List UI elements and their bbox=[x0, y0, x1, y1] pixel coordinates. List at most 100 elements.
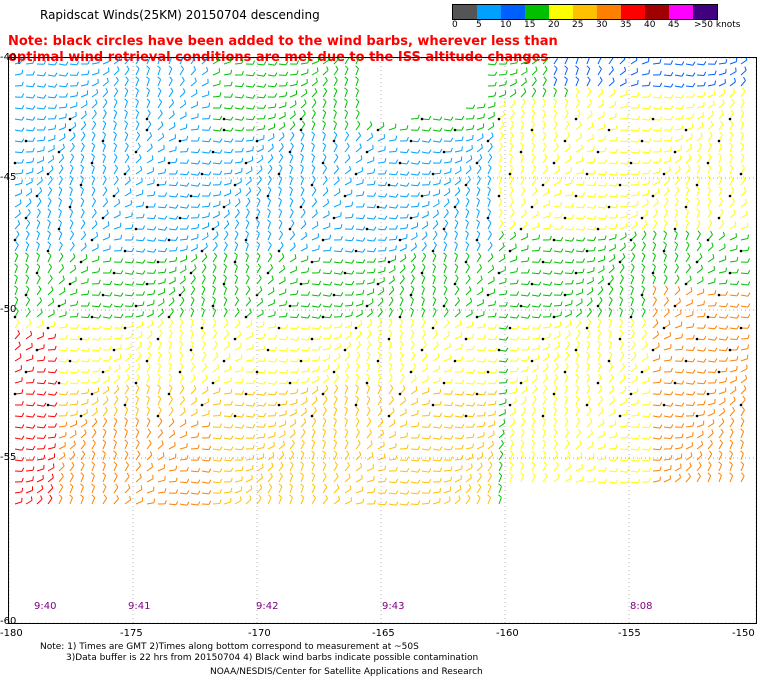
wind-barb-flag bbox=[173, 286, 176, 292]
wind-barb-flag bbox=[428, 399, 430, 404]
wind-barb-flag bbox=[461, 367, 464, 373]
wind-barb-flag bbox=[61, 263, 65, 269]
wind-barb-flag bbox=[357, 439, 361, 444]
wind-barb-flag bbox=[351, 280, 355, 285]
wind-barb-flag bbox=[736, 280, 740, 285]
wind-barb bbox=[124, 145, 129, 153]
wind-barb-flag bbox=[743, 385, 747, 390]
wind-barb bbox=[685, 371, 693, 374]
wind-barb bbox=[289, 211, 294, 219]
wind-barb bbox=[685, 117, 693, 120]
wind-barb-flag bbox=[120, 344, 122, 349]
wind-barb bbox=[36, 426, 44, 429]
wind-barb bbox=[146, 79, 150, 87]
wind-barb bbox=[190, 151, 199, 154]
wind-barb-flag bbox=[745, 374, 748, 379]
wind-barb bbox=[355, 376, 360, 384]
wind-barb-flag bbox=[400, 296, 404, 301]
wind-barb bbox=[80, 200, 85, 208]
wind-barb-flag bbox=[670, 136, 673, 141]
wind-barb-flag bbox=[412, 351, 416, 356]
wind-barb-flag bbox=[647, 199, 649, 204]
wind-barb bbox=[135, 409, 139, 417]
wind-barb-flag bbox=[498, 175, 502, 179]
wind-barb bbox=[399, 400, 406, 406]
wind-barb-flag bbox=[190, 351, 195, 356]
wind-barb-flag bbox=[692, 369, 696, 374]
wind-barb bbox=[663, 311, 670, 318]
wind-barb bbox=[443, 181, 451, 186]
contamination-dot bbox=[68, 282, 72, 286]
wind-barb bbox=[388, 289, 395, 296]
wind-barb-flag bbox=[439, 179, 441, 184]
wind-barb-flag bbox=[659, 137, 663, 142]
wind-barb bbox=[300, 421, 307, 428]
wind-barb bbox=[190, 365, 196, 373]
wind-barb-flag bbox=[290, 208, 294, 213]
wind-barb-flag bbox=[54, 94, 58, 99]
wind-barb bbox=[245, 404, 253, 407]
wind-barb-flag bbox=[692, 334, 695, 339]
wind-barb-flag bbox=[723, 89, 726, 94]
wind-barb bbox=[322, 167, 328, 175]
wind-barb-flag bbox=[54, 380, 58, 385]
wind-barb-flag bbox=[622, 253, 626, 258]
wind-barb-flag bbox=[702, 430, 704, 435]
wind-barb-flag bbox=[730, 428, 734, 433]
contamination-dot bbox=[57, 150, 61, 154]
wind-barb-flag bbox=[329, 334, 332, 339]
wind-barb bbox=[157, 101, 163, 109]
wind-barb bbox=[476, 244, 481, 252]
wind-barb bbox=[597, 80, 603, 87]
wind-barb bbox=[47, 74, 55, 77]
wind-barb bbox=[190, 247, 198, 252]
wind-barb bbox=[146, 323, 154, 329]
wind-barb-flag bbox=[589, 98, 592, 103]
wind-barb-flag bbox=[52, 297, 55, 303]
wind-barb-flag bbox=[41, 166, 44, 171]
wind-barb-flag bbox=[252, 424, 256, 429]
contamination-dot bbox=[222, 205, 226, 209]
wind-barb bbox=[113, 442, 117, 450]
wind-barb-flag bbox=[197, 193, 201, 198]
wind-barb bbox=[58, 189, 63, 197]
wind-barb bbox=[443, 288, 448, 296]
wind-barb bbox=[14, 368, 22, 373]
wind-barb bbox=[278, 256, 285, 263]
wind-barb-flag bbox=[659, 147, 662, 152]
wind-barb-flag bbox=[564, 395, 568, 399]
wind-barb bbox=[355, 239, 363, 242]
wind-barb bbox=[333, 58, 340, 65]
wind-barb bbox=[91, 82, 99, 87]
wind-barb bbox=[201, 162, 209, 165]
wind-barb bbox=[487, 424, 495, 428]
wind-barb-flag bbox=[428, 115, 432, 120]
wind-barb bbox=[575, 282, 583, 285]
wind-barb-flag bbox=[146, 406, 150, 410]
wind-barb-flag bbox=[575, 362, 579, 366]
wind-barb bbox=[553, 376, 558, 384]
wind-barb-flag bbox=[741, 98, 745, 103]
wind-barb-flag bbox=[527, 345, 530, 350]
wind-barb-flag bbox=[32, 366, 35, 371]
wind-barb-flag bbox=[302, 428, 306, 433]
wind-barb-flag bbox=[296, 313, 300, 318]
wind-barb bbox=[278, 371, 286, 374]
wind-barb bbox=[256, 266, 262, 274]
wind-barb bbox=[47, 337, 55, 340]
wind-barb bbox=[454, 170, 462, 175]
wind-barb-flag bbox=[394, 265, 396, 270]
wind-barb-flag bbox=[542, 120, 546, 124]
wind-barb-flag bbox=[94, 418, 98, 423]
wind-barb bbox=[663, 266, 668, 274]
wind-barb-flag bbox=[241, 105, 245, 110]
wind-barb-flag bbox=[663, 241, 667, 245]
wind-barb-flag bbox=[282, 440, 285, 445]
wind-barb bbox=[586, 149, 594, 153]
wind-barb-flag bbox=[76, 410, 78, 415]
wind-barb-flag bbox=[19, 353, 22, 358]
wind-barb bbox=[168, 343, 173, 351]
wind-barb-flag bbox=[208, 138, 212, 143]
wind-barb-flag bbox=[372, 144, 374, 149]
wind-barb bbox=[36, 233, 40, 241]
